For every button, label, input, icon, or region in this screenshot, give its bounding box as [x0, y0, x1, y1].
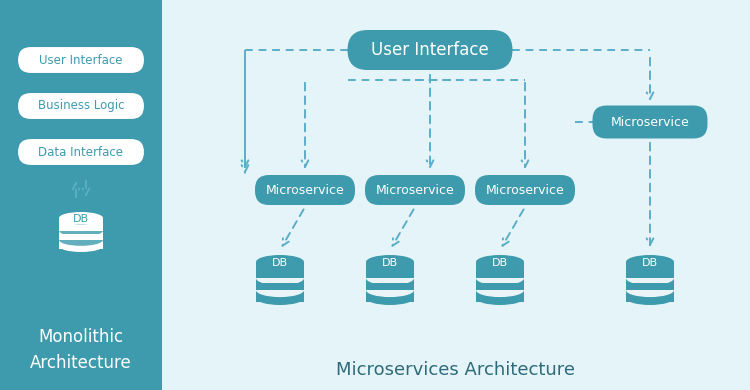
- Ellipse shape: [256, 255, 304, 269]
- Text: DB: DB: [492, 259, 508, 268]
- Ellipse shape: [59, 225, 103, 237]
- Ellipse shape: [626, 291, 674, 305]
- FancyBboxPatch shape: [626, 262, 674, 301]
- Text: Data Interface: Data Interface: [38, 145, 124, 158]
- Ellipse shape: [256, 283, 304, 297]
- Text: Microservice: Microservice: [486, 184, 564, 197]
- FancyBboxPatch shape: [476, 283, 524, 290]
- Ellipse shape: [476, 255, 524, 269]
- FancyBboxPatch shape: [255, 175, 355, 205]
- Ellipse shape: [626, 283, 674, 297]
- FancyBboxPatch shape: [256, 271, 304, 278]
- Ellipse shape: [366, 291, 414, 305]
- FancyBboxPatch shape: [366, 283, 414, 290]
- FancyBboxPatch shape: [17, 46, 145, 74]
- Ellipse shape: [366, 271, 414, 285]
- FancyBboxPatch shape: [592, 106, 707, 138]
- FancyBboxPatch shape: [17, 138, 145, 166]
- FancyBboxPatch shape: [256, 283, 304, 290]
- Ellipse shape: [476, 283, 524, 297]
- FancyBboxPatch shape: [626, 271, 674, 278]
- Ellipse shape: [476, 271, 524, 285]
- Ellipse shape: [366, 283, 414, 297]
- Text: User Interface: User Interface: [371, 41, 489, 59]
- FancyBboxPatch shape: [626, 283, 674, 290]
- FancyBboxPatch shape: [347, 30, 512, 70]
- FancyBboxPatch shape: [59, 225, 103, 230]
- Ellipse shape: [59, 212, 103, 224]
- Text: Microservice: Microservice: [610, 115, 689, 128]
- FancyBboxPatch shape: [256, 262, 304, 301]
- Text: Microservice: Microservice: [266, 184, 344, 197]
- Text: Monolithic
Architecture: Monolithic Architecture: [30, 328, 132, 372]
- FancyBboxPatch shape: [59, 234, 103, 240]
- Ellipse shape: [256, 291, 304, 305]
- FancyBboxPatch shape: [366, 262, 414, 301]
- FancyBboxPatch shape: [475, 175, 575, 205]
- FancyBboxPatch shape: [476, 271, 524, 278]
- FancyBboxPatch shape: [365, 175, 465, 205]
- Text: DB: DB: [73, 214, 89, 224]
- Text: Microservices Architecture: Microservices Architecture: [335, 361, 574, 379]
- Ellipse shape: [476, 291, 524, 305]
- FancyBboxPatch shape: [476, 262, 524, 301]
- Ellipse shape: [59, 234, 103, 246]
- Text: Business Logic: Business Logic: [38, 99, 124, 112]
- FancyBboxPatch shape: [162, 0, 750, 390]
- Text: DB: DB: [272, 259, 288, 268]
- FancyBboxPatch shape: [17, 92, 145, 120]
- Text: User Interface: User Interface: [39, 53, 123, 67]
- Ellipse shape: [59, 240, 103, 252]
- Text: DB: DB: [382, 259, 398, 268]
- Text: DB: DB: [642, 259, 658, 268]
- FancyBboxPatch shape: [366, 271, 414, 278]
- Text: Microservice: Microservice: [376, 184, 454, 197]
- FancyBboxPatch shape: [59, 218, 103, 249]
- Ellipse shape: [256, 271, 304, 285]
- Ellipse shape: [626, 255, 674, 269]
- Ellipse shape: [366, 255, 414, 269]
- FancyBboxPatch shape: [0, 0, 162, 390]
- Ellipse shape: [626, 271, 674, 285]
